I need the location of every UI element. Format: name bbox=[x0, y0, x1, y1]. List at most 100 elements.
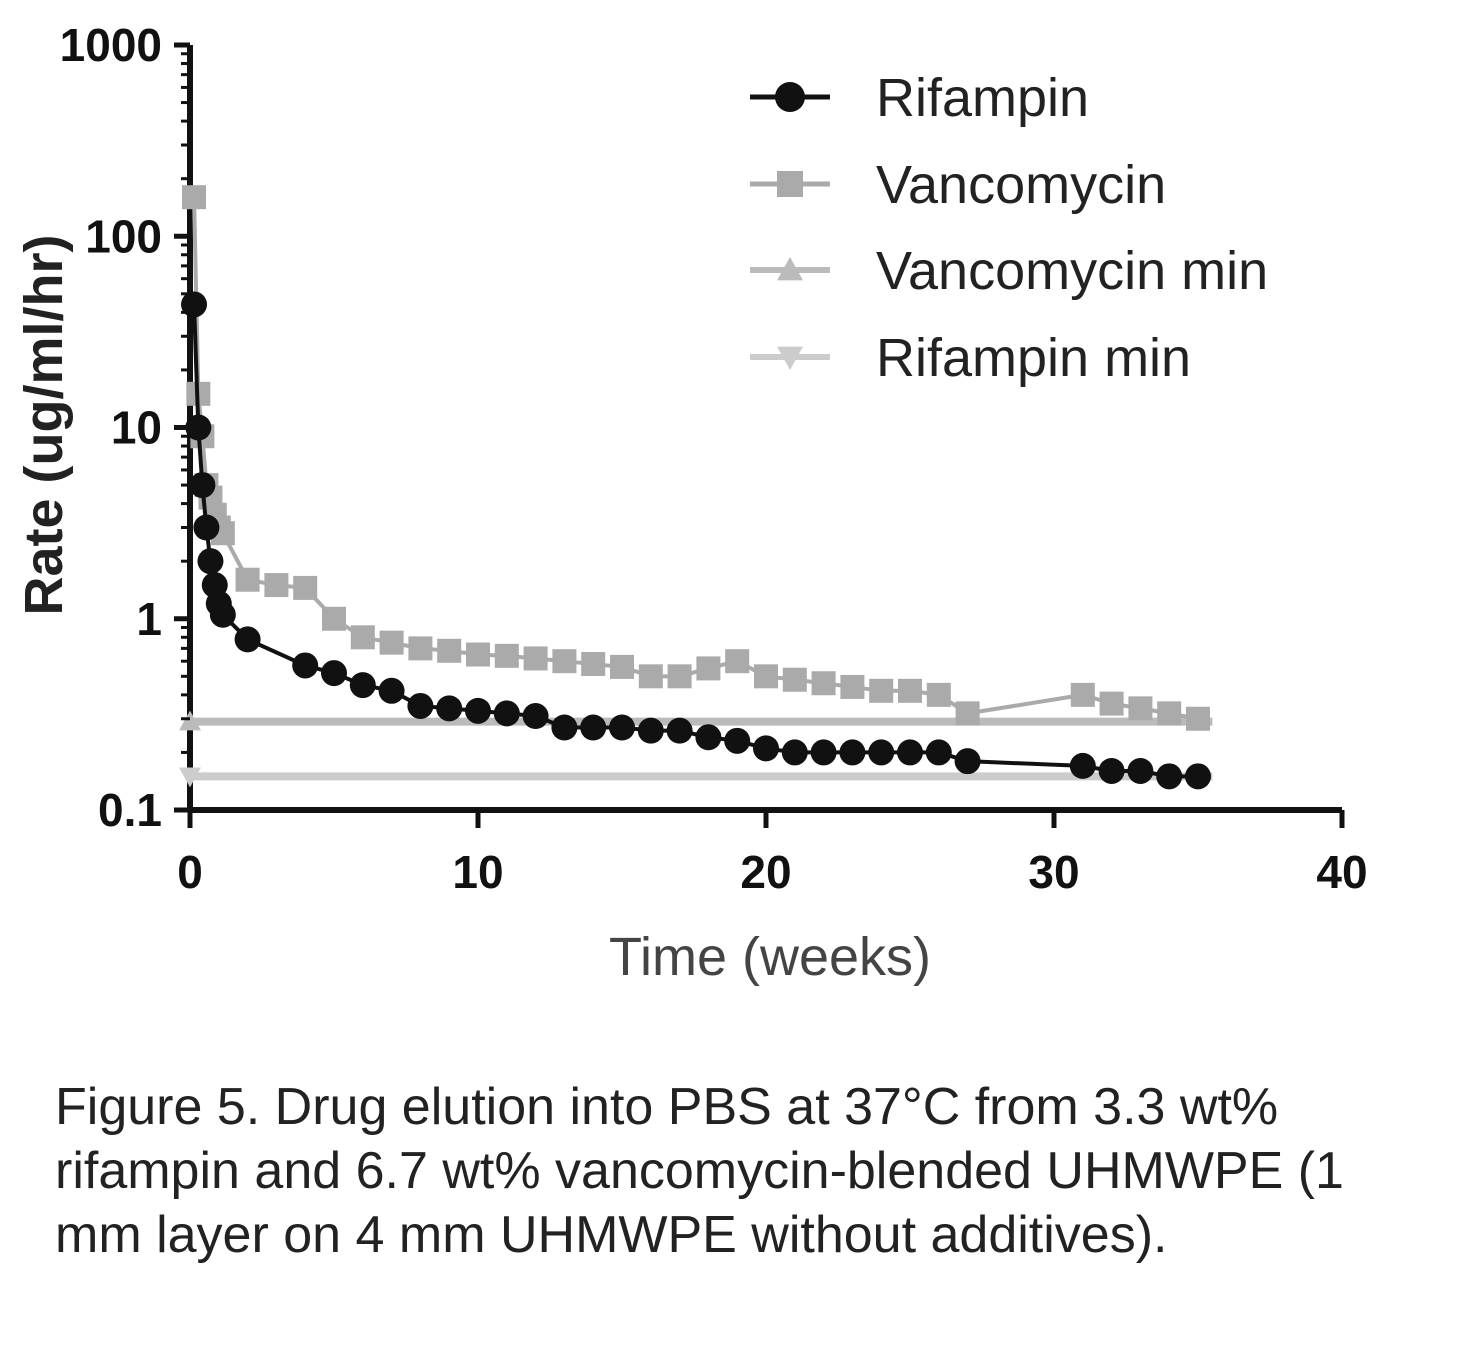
data-point bbox=[378, 677, 405, 704]
legend-label: Vancomycin bbox=[876, 155, 1166, 215]
data-point bbox=[581, 651, 606, 676]
legend-marker bbox=[777, 257, 803, 281]
legend-item: Rifampin min bbox=[750, 328, 1191, 388]
data-point bbox=[1099, 691, 1124, 716]
data-point bbox=[754, 664, 778, 689]
data-point bbox=[437, 638, 462, 663]
figure-caption: Figure 5. Drug elution into PBS at 37°C … bbox=[55, 1078, 1344, 1264]
data-point bbox=[1156, 763, 1183, 790]
data-point bbox=[810, 739, 837, 766]
data-point bbox=[379, 630, 404, 655]
data-point bbox=[407, 692, 434, 719]
data-point bbox=[1157, 701, 1182, 726]
data-point bbox=[185, 414, 212, 441]
plot-ticks: 0.1 1 10 100 1000 0 10 20 30 40 bbox=[60, 19, 1368, 898]
legend-marker bbox=[777, 346, 803, 370]
legend-item: Rifampin bbox=[750, 68, 1089, 128]
legend: Rifampin Vancomycin Vancomycin min Rifampin… bbox=[750, 68, 1268, 388]
data-point bbox=[552, 649, 577, 674]
y-tick-label: 100 bbox=[85, 210, 162, 262]
data-point bbox=[898, 678, 922, 703]
data-point bbox=[638, 664, 663, 689]
y-tick-label: 1000 bbox=[60, 19, 162, 71]
data-point bbox=[1185, 763, 1211, 790]
data-point bbox=[897, 739, 923, 766]
data-point bbox=[781, 739, 808, 766]
data-point bbox=[493, 700, 520, 727]
data-point bbox=[292, 652, 319, 679]
data-point bbox=[609, 714, 635, 741]
data-point bbox=[179, 710, 201, 731]
data-point bbox=[235, 567, 260, 592]
data-point bbox=[839, 739, 866, 766]
data-point bbox=[725, 649, 750, 674]
y-tick-label: 10 bbox=[111, 402, 162, 454]
data-point bbox=[580, 714, 607, 741]
data-point bbox=[349, 672, 376, 699]
data-point bbox=[293, 575, 318, 600]
data-point bbox=[954, 748, 981, 775]
y-axis-title: Rate (ug/ml/hr) bbox=[14, 234, 74, 615]
data-point bbox=[782, 667, 807, 692]
x-tick-label: 30 bbox=[1028, 846, 1079, 898]
data-point bbox=[466, 642, 490, 667]
x-axis-title: Time (weeks) bbox=[609, 927, 931, 987]
data-point bbox=[322, 606, 346, 631]
data-point bbox=[197, 548, 224, 575]
plot-series bbox=[179, 185, 1213, 790]
series-vancomycin-min bbox=[179, 710, 1213, 731]
data-point bbox=[869, 678, 894, 703]
data-point bbox=[753, 735, 779, 762]
data-point bbox=[408, 636, 433, 661]
x-tick-label: 20 bbox=[740, 846, 791, 898]
data-point bbox=[868, 739, 895, 766]
data-point bbox=[522, 703, 549, 730]
data-point bbox=[189, 472, 216, 499]
data-point bbox=[724, 727, 751, 754]
data-point bbox=[1070, 682, 1095, 707]
data-point bbox=[667, 664, 692, 689]
data-point bbox=[840, 674, 865, 699]
data-point bbox=[182, 185, 207, 210]
data-point bbox=[234, 626, 261, 653]
data-point bbox=[209, 601, 236, 628]
data-point bbox=[1186, 706, 1210, 731]
x-tick-label: 10 bbox=[452, 846, 503, 898]
data-point bbox=[436, 695, 463, 722]
data-point bbox=[696, 656, 721, 681]
data-point bbox=[637, 717, 664, 744]
data-point bbox=[1098, 757, 1125, 784]
data-point bbox=[321, 660, 347, 687]
data-point bbox=[610, 654, 634, 679]
data-point bbox=[551, 714, 578, 741]
data-point bbox=[666, 717, 693, 744]
legend-item: Vancomycin bbox=[750, 155, 1166, 215]
data-point bbox=[494, 643, 519, 668]
legend-item: Vancomycin min bbox=[750, 241, 1268, 301]
chart-canvas: 0.1 1 10 100 1000 0 10 20 30 40 Time (weeks) Rate… bbox=[14, 19, 1368, 987]
data-point bbox=[179, 767, 201, 788]
series-rifampin-min bbox=[179, 767, 1213, 788]
data-point bbox=[1128, 696, 1153, 721]
y-tick-label: 1 bbox=[136, 593, 162, 645]
data-point bbox=[695, 724, 722, 751]
legend-label: Vancomycin min bbox=[876, 241, 1268, 301]
series-rifampin bbox=[181, 291, 1211, 790]
x-tick-label: 40 bbox=[1316, 846, 1367, 898]
data-point bbox=[1069, 752, 1096, 779]
data-point bbox=[350, 625, 375, 650]
legend-marker bbox=[775, 82, 805, 112]
data-point bbox=[925, 739, 952, 766]
data-point bbox=[1127, 757, 1154, 784]
legend-label: Rifampin min bbox=[876, 328, 1191, 388]
y-tick-label: 0.1 bbox=[98, 784, 162, 836]
data-point bbox=[523, 646, 548, 671]
data-point bbox=[264, 573, 289, 598]
data-point bbox=[926, 682, 951, 707]
data-point bbox=[811, 671, 836, 696]
legend-marker bbox=[777, 171, 803, 197]
data-point bbox=[955, 701, 980, 726]
x-tick-label: 0 bbox=[177, 846, 203, 898]
data-point bbox=[465, 697, 491, 724]
data-point bbox=[193, 514, 220, 541]
